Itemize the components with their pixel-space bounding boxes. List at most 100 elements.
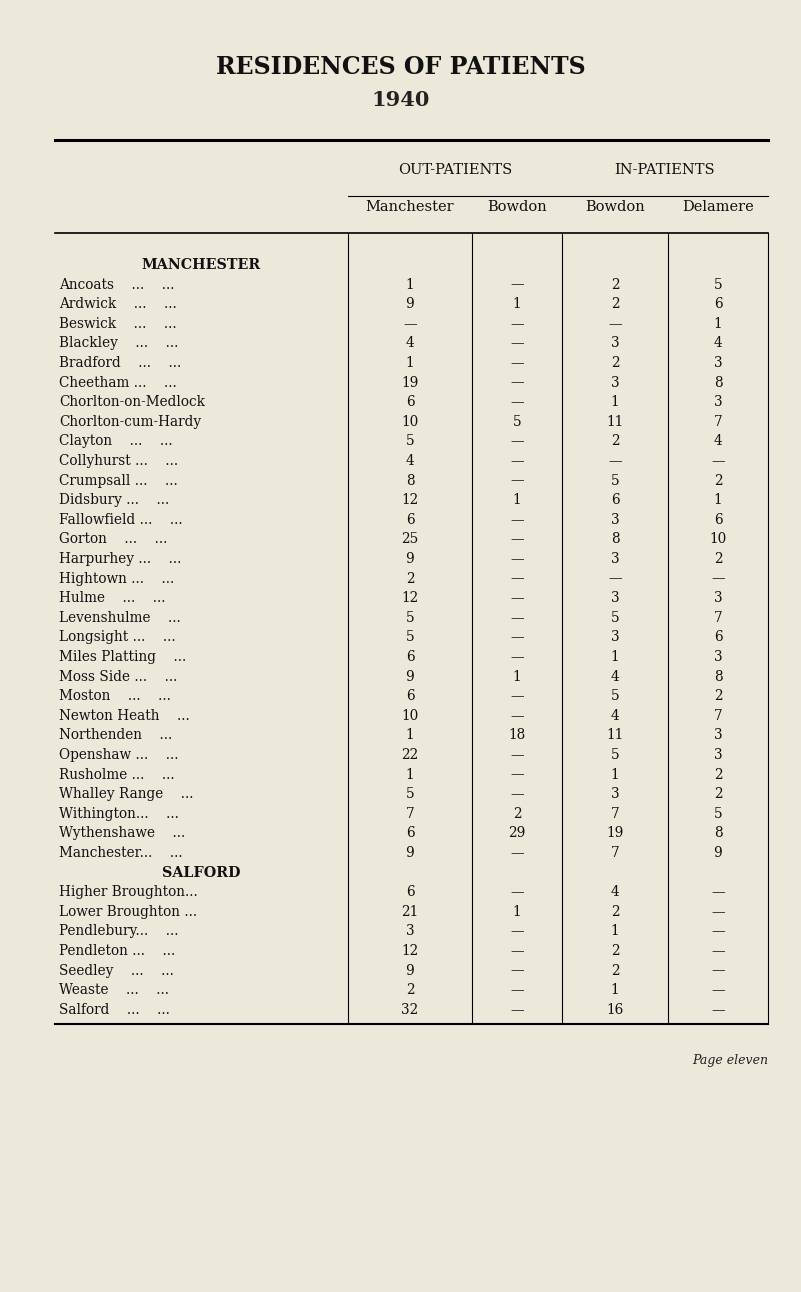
Text: 10: 10 <box>710 532 727 547</box>
Text: RESIDENCES OF PATIENTS: RESIDENCES OF PATIENTS <box>215 56 586 79</box>
Text: 6: 6 <box>405 827 414 840</box>
Text: 6: 6 <box>405 513 414 527</box>
Text: 3: 3 <box>405 924 414 938</box>
Text: 3: 3 <box>610 336 619 350</box>
Text: Withington...    ...: Withington... ... <box>59 806 179 820</box>
Text: —: — <box>711 1003 725 1017</box>
Text: 2: 2 <box>610 357 619 370</box>
Text: Salford    ...    ...: Salford ... ... <box>59 1003 170 1017</box>
Text: 5: 5 <box>405 787 414 801</box>
Text: Hulme    ...    ...: Hulme ... ... <box>59 592 166 605</box>
Text: 8: 8 <box>714 827 723 840</box>
Text: 4: 4 <box>610 709 619 722</box>
Text: 3: 3 <box>714 650 723 664</box>
Text: OUT-PATIENTS: OUT-PATIENTS <box>398 163 512 177</box>
Text: 1: 1 <box>714 317 723 331</box>
Text: 9: 9 <box>405 846 414 860</box>
Text: 6: 6 <box>714 630 723 645</box>
Text: Fallowfield ...    ...: Fallowfield ... ... <box>59 513 183 527</box>
Text: 2: 2 <box>610 944 619 957</box>
Text: 18: 18 <box>509 729 525 743</box>
Text: 2: 2 <box>714 689 723 703</box>
Text: —: — <box>510 513 524 527</box>
Text: 1: 1 <box>513 297 521 311</box>
Text: —: — <box>510 983 524 997</box>
Text: 1: 1 <box>610 395 619 410</box>
Text: 1: 1 <box>513 904 521 919</box>
Text: 12: 12 <box>401 494 419 508</box>
Text: 7: 7 <box>714 709 723 722</box>
Text: Northenden    ...: Northenden ... <box>59 729 172 743</box>
Text: 21: 21 <box>401 904 419 919</box>
Text: —: — <box>510 592 524 605</box>
Text: Seedley    ...    ...: Seedley ... ... <box>59 964 174 978</box>
Text: 11: 11 <box>606 729 624 743</box>
Text: 3: 3 <box>610 592 619 605</box>
Text: Higher Broughton...: Higher Broughton... <box>59 885 198 899</box>
Text: Delamere: Delamere <box>682 200 754 214</box>
Text: —: — <box>608 453 622 468</box>
Text: Pendleton ...    ...: Pendleton ... ... <box>59 944 175 957</box>
Text: 3: 3 <box>714 729 723 743</box>
Text: IN-PATIENTS: IN-PATIENTS <box>614 163 715 177</box>
Text: Chorlton-on-Medlock: Chorlton-on-Medlock <box>59 395 205 410</box>
Text: —: — <box>711 924 725 938</box>
Text: 3: 3 <box>610 513 619 527</box>
Text: Openshaw ...    ...: Openshaw ... ... <box>59 748 179 762</box>
Text: 19: 19 <box>401 376 419 390</box>
Text: Longsight ...    ...: Longsight ... ... <box>59 630 175 645</box>
Text: 1: 1 <box>405 357 414 370</box>
Text: 8: 8 <box>714 376 723 390</box>
Text: 9: 9 <box>405 297 414 311</box>
Text: 4: 4 <box>714 336 723 350</box>
Text: 7: 7 <box>610 846 619 860</box>
Text: 10: 10 <box>401 415 419 429</box>
Text: 9: 9 <box>405 669 414 683</box>
Text: 4: 4 <box>610 669 619 683</box>
Text: 6: 6 <box>405 650 414 664</box>
Text: 3: 3 <box>714 395 723 410</box>
Text: 5: 5 <box>610 474 619 487</box>
Text: 19: 19 <box>606 827 624 840</box>
Text: Bowdon: Bowdon <box>585 200 645 214</box>
Text: —: — <box>510 944 524 957</box>
Text: 2: 2 <box>610 964 619 978</box>
Text: 5: 5 <box>405 434 414 448</box>
Text: —: — <box>510 846 524 860</box>
Text: Bowdon: Bowdon <box>487 200 547 214</box>
Text: —: — <box>510 571 524 585</box>
Text: 9: 9 <box>714 846 723 860</box>
Text: 2: 2 <box>513 806 521 820</box>
Text: —: — <box>510 611 524 625</box>
Text: —: — <box>711 571 725 585</box>
Text: Ancoats    ...    ...: Ancoats ... ... <box>59 278 175 292</box>
Text: —: — <box>608 317 622 331</box>
Text: 5: 5 <box>610 689 619 703</box>
Text: 7: 7 <box>714 611 723 625</box>
Text: 6: 6 <box>405 885 414 899</box>
Text: 1: 1 <box>513 669 521 683</box>
Text: 3: 3 <box>610 630 619 645</box>
Text: 6: 6 <box>405 395 414 410</box>
Text: Harpurhey ...    ...: Harpurhey ... ... <box>59 552 181 566</box>
Text: 2: 2 <box>714 552 723 566</box>
Text: 1940: 1940 <box>372 90 429 110</box>
Text: 2: 2 <box>610 278 619 292</box>
Text: 3: 3 <box>714 357 723 370</box>
Text: 12: 12 <box>401 944 419 957</box>
Text: —: — <box>510 357 524 370</box>
Text: —: — <box>510 434 524 448</box>
Text: —: — <box>510 376 524 390</box>
Text: —: — <box>510 709 524 722</box>
Text: —: — <box>711 964 725 978</box>
Text: —: — <box>510 453 524 468</box>
Text: 2: 2 <box>405 571 414 585</box>
Text: 11: 11 <box>606 415 624 429</box>
Text: 32: 32 <box>401 1003 419 1017</box>
Text: 2: 2 <box>610 434 619 448</box>
Text: 3: 3 <box>610 552 619 566</box>
Text: —: — <box>711 904 725 919</box>
Text: —: — <box>510 317 524 331</box>
Text: —: — <box>510 395 524 410</box>
Text: 7: 7 <box>610 806 619 820</box>
